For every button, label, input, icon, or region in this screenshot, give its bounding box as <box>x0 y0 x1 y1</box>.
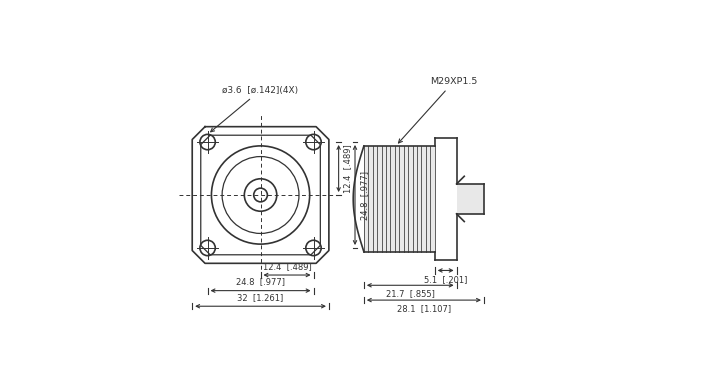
Text: ø3.6  [ø.142](4X): ø3.6 [ø.142](4X) <box>211 86 299 132</box>
Text: 5.1  [.201]: 5.1 [.201] <box>424 275 467 284</box>
Text: 32  [1.261]: 32 [1.261] <box>238 293 284 302</box>
Text: 21.7  [.855]: 21.7 [.855] <box>386 289 435 299</box>
Text: 12.4  [.489]: 12.4 [.489] <box>263 262 312 271</box>
Text: 24.8  [.977]: 24.8 [.977] <box>236 277 285 286</box>
Bar <box>435 138 456 259</box>
Text: 28.1  [1.107]: 28.1 [1.107] <box>397 304 451 314</box>
Bar <box>364 146 435 252</box>
Bar <box>456 184 484 214</box>
Text: 12.4  [.489]: 12.4 [.489] <box>343 144 352 193</box>
Text: 24.8  [.977]: 24.8 [.977] <box>360 170 369 220</box>
Text: M29XP1.5: M29XP1.5 <box>398 77 477 143</box>
